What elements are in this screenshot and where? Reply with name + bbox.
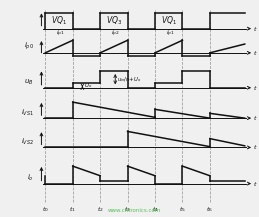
Text: $VQ_3$: $VQ_3$ [106,14,122,27]
Text: $t$: $t$ [253,84,257,92]
Text: $u_{in}/n{+}U_o$: $u_{in}/n{+}U_o$ [117,75,141,84]
Text: $VQ_1$: $VQ_1$ [161,14,177,27]
Text: $t_4$: $t_4$ [152,205,159,214]
Text: $u_B$: $u_B$ [24,78,34,87]
Text: $t$: $t$ [253,25,257,33]
Text: $t_0$: $t_0$ [42,205,49,214]
Text: $i_{p2}$: $i_{p2}$ [111,29,120,39]
Text: $t_5$: $t_5$ [179,205,186,214]
Text: $i_{p0}$: $i_{p0}$ [24,41,34,52]
Text: $i_{p1}$: $i_{p1}$ [166,29,175,39]
Text: $i_{p1}$: $i_{p1}$ [56,29,65,39]
Text: $t$: $t$ [253,143,257,151]
Text: $i_{VS1}$: $i_{VS1}$ [21,107,34,118]
Text: $t$: $t$ [253,114,257,122]
Text: www.cntronics.com: www.cntronics.com [108,208,161,213]
Text: $VQ_1$: $VQ_1$ [51,14,67,27]
Text: $t$: $t$ [253,180,257,187]
Text: $i_{VS2}$: $i_{VS2}$ [21,137,34,147]
Text: $t_3$: $t_3$ [124,205,131,214]
Text: $t$: $t$ [253,49,257,57]
Text: $t_1$: $t_1$ [69,205,76,214]
Text: $U_o$: $U_o$ [84,81,92,90]
Text: $t_6$: $t_6$ [206,205,213,214]
Text: $t_2$: $t_2$ [97,205,104,214]
Text: $i_o$: $i_o$ [27,173,34,183]
